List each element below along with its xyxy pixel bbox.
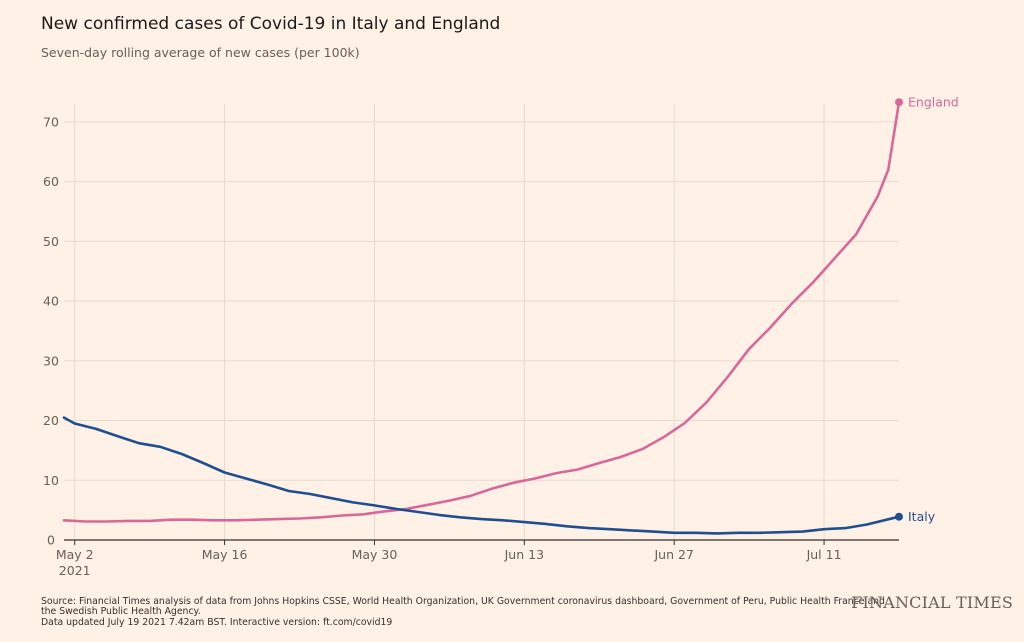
series-lines <box>62 100 901 535</box>
x-tick-label: May 30 <box>352 547 398 562</box>
chart-title: New confirmed cases of Covid-19 in Italy… <box>41 14 501 34</box>
vertical-gridlines <box>74 104 825 540</box>
y-tick-label: 0 <box>47 533 55 548</box>
y-tick-label: 30 <box>43 353 59 368</box>
series-line-england <box>62 100 901 523</box>
chart-subtitle: Seven-day rolling average of new cases (… <box>41 45 360 60</box>
x-tick-sublabel: 2021 <box>59 563 91 578</box>
x-tick-label: Jun 27 <box>653 547 693 562</box>
x-tick-label: Jun 13 <box>504 547 544 562</box>
x-tick-label: May 16 <box>202 547 248 562</box>
series-line-italy <box>62 416 901 535</box>
series-label-italy: Italy <box>908 509 936 524</box>
y-tick-label: 40 <box>43 294 59 309</box>
x-tick-label: Jul 11 <box>806 547 842 562</box>
updated-line: Data updated July 19 2021 7.42am BST. In… <box>41 616 393 628</box>
financial-times-logo: FINANCIAL TIMES <box>851 593 1013 612</box>
source-line-2: the Swedish Public Health Agency. <box>41 606 201 618</box>
series-end-dot-italy <box>895 512 903 521</box>
y-tick-label: 10 <box>43 473 59 488</box>
y-tick-label: 70 <box>43 114 59 129</box>
x-tick-label: May 2 <box>56 547 94 562</box>
y-tick-label: 50 <box>43 234 59 249</box>
series-end-dot-england <box>895 98 903 107</box>
series-end-markers: England Italy <box>895 95 959 524</box>
y-tick-label: 60 <box>43 174 59 189</box>
y-tick-label: 20 <box>43 413 59 428</box>
series-label-england: England <box>908 95 959 110</box>
y-axis-ticks: 0 10 20 30 40 50 60 70 <box>43 114 59 547</box>
horizontal-gridlines <box>64 121 899 481</box>
source-note: Source: Financial Times analysis of data… <box>41 596 885 628</box>
source-line-1: Source: Financial Times analysis of data… <box>41 596 885 607</box>
